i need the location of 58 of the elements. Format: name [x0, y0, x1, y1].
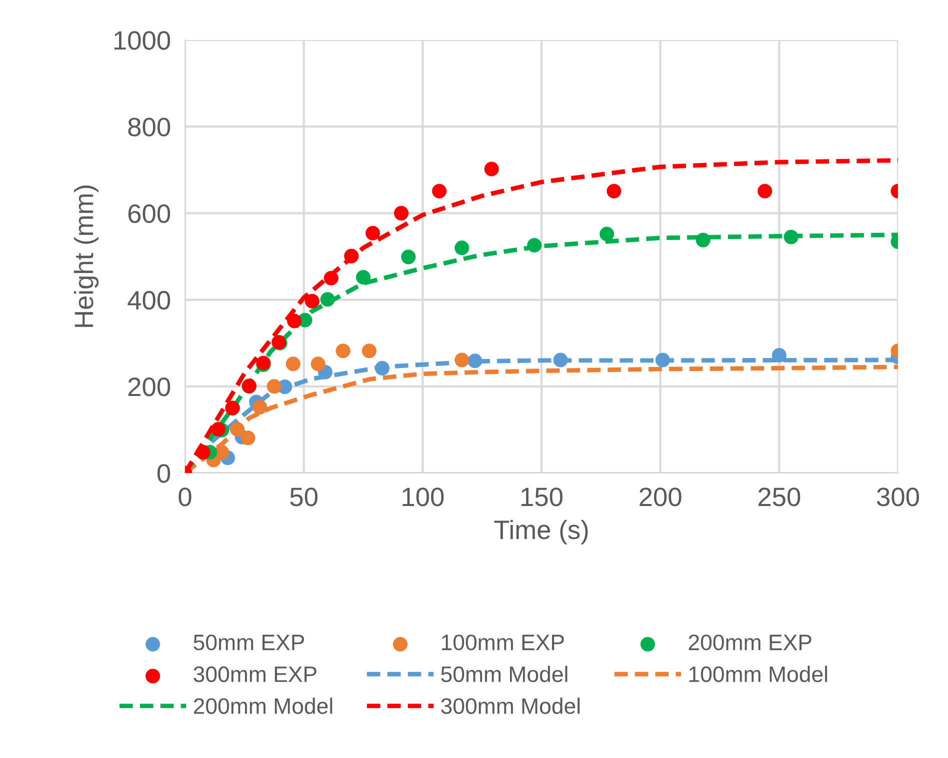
legend-label: 200mm EXP — [688, 634, 812, 650]
x-tick-label: 100 — [402, 488, 444, 506]
point — [553, 352, 568, 368]
point — [454, 240, 470, 256]
point — [365, 226, 380, 240]
point — [230, 422, 245, 437]
point — [214, 444, 230, 460]
point — [758, 184, 772, 198]
x-tick-label: 200 — [640, 488, 682, 506]
point — [600, 226, 614, 242]
x-axis-title: Time (s) — [494, 520, 588, 544]
point — [432, 184, 447, 198]
y-tick-label: 800 — [128, 118, 170, 136]
point — [606, 184, 622, 198]
point — [784, 230, 798, 244]
point — [196, 444, 210, 460]
legend-label: 50mm EXP — [194, 634, 304, 650]
point — [772, 348, 786, 363]
point — [362, 344, 376, 358]
point — [468, 354, 482, 368]
y-tick-label: 200 — [128, 378, 170, 396]
point — [252, 400, 268, 414]
point — [240, 430, 256, 446]
point — [527, 238, 542, 253]
legend-label: 300mm Model — [441, 698, 580, 714]
point — [266, 379, 282, 394]
y-tick-label: 0 — [157, 464, 170, 483]
point — [394, 206, 409, 220]
x-tick-label: 150 — [522, 488, 562, 506]
point — [374, 360, 390, 376]
legend-label: 100mm Model — [689, 666, 828, 682]
point — [484, 162, 499, 176]
point — [655, 352, 670, 368]
y-tick-label: 400 — [128, 290, 170, 310]
point — [310, 356, 326, 372]
x-tick-label: 300 — [876, 488, 919, 506]
y-tick-label: 1000 — [114, 31, 170, 50]
point — [344, 248, 359, 264]
x-tick-label: 0 — [178, 488, 192, 506]
x-tick-label: 250 — [758, 488, 800, 506]
point — [401, 250, 416, 264]
point — [210, 422, 226, 437]
legend-label: 50mm Model — [441, 666, 568, 682]
point — [336, 344, 350, 358]
y-tick-label: 600 — [128, 204, 170, 224]
x-tick-label: 50 — [290, 488, 318, 506]
legend-label: 300mm EXP — [194, 666, 316, 682]
point — [286, 356, 300, 372]
point — [696, 232, 710, 248]
y-axis-title: Height (mm) — [74, 186, 99, 327]
point — [356, 270, 371, 285]
legend-label: 100mm EXP — [442, 634, 564, 650]
legend-label: 200mm Model — [194, 698, 332, 714]
point — [454, 352, 470, 368]
point — [287, 314, 302, 328]
point — [304, 294, 320, 308]
point — [320, 292, 335, 307]
point — [324, 270, 338, 286]
